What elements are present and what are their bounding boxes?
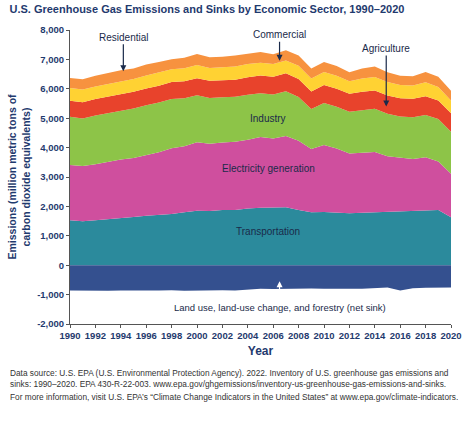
svg-text:4,000: 4,000 (40, 142, 64, 153)
svg-text:Year: Year (248, 344, 274, 358)
svg-text:2014: 2014 (364, 330, 386, 341)
svg-text:2020: 2020 (440, 330, 461, 341)
svg-text:1996: 1996 (136, 330, 157, 341)
svg-text:8,000: 8,000 (40, 24, 64, 35)
svg-text:2000: 2000 (186, 330, 207, 341)
svg-text:2010: 2010 (313, 330, 334, 341)
svg-text:2002: 2002 (212, 330, 233, 341)
svg-text:2004: 2004 (237, 330, 259, 341)
html-text:Data source: U.S. EPA (U.S. En: Data source: U.S. EPA (U.S. Environmenta… (10, 368, 449, 389)
svg-text:1990: 1990 (59, 330, 80, 341)
svg-text:0: 0 (59, 260, 64, 271)
svg-text:6,000: 6,000 (40, 83, 64, 94)
svg-text:Industry: Industry (250, 113, 286, 124)
svg-text:Transportation: Transportation (236, 226, 300, 237)
html-text:For more information, visit U.: For more information, visit U.S. EPA’s “… (10, 392, 459, 402)
svg-text:Land use, land-use change, and: Land use, land-use change, and forestry … (174, 302, 386, 313)
svg-text:Emissions (million metric tons: Emissions (million metric tons ofcarbon … (6, 94, 32, 260)
svg-text:-1,000: -1,000 (37, 289, 64, 300)
svg-text:Agriculture: Agriculture (362, 43, 410, 54)
svg-text:2006: 2006 (263, 330, 284, 341)
svg-text:2018: 2018 (415, 330, 436, 341)
svg-text:2,000: 2,000 (40, 201, 64, 212)
svg-text:1,000: 1,000 (40, 230, 64, 241)
svg-text:1994: 1994 (110, 330, 132, 341)
svg-text:-2,000: -2,000 (37, 318, 64, 329)
svg-text:1992: 1992 (85, 330, 106, 341)
svg-text:7,000: 7,000 (40, 54, 64, 65)
svg-text:Commercial: Commercial (253, 29, 306, 40)
svg-text:3,000: 3,000 (40, 171, 64, 182)
svg-text:2016: 2016 (390, 330, 411, 341)
svg-text:2008: 2008 (288, 330, 309, 341)
svg-text:Residential: Residential (99, 32, 148, 43)
svg-text:5,000: 5,000 (40, 113, 64, 124)
svg-text:1998: 1998 (161, 330, 182, 341)
svg-text:2012: 2012 (339, 330, 360, 341)
svg-text:Electricity generation: Electricity generation (222, 163, 315, 174)
svg-text:U.S. Greenhouse Gas Emissions: U.S. Greenhouse Gas Emissions and Sinks … (9, 3, 404, 15)
